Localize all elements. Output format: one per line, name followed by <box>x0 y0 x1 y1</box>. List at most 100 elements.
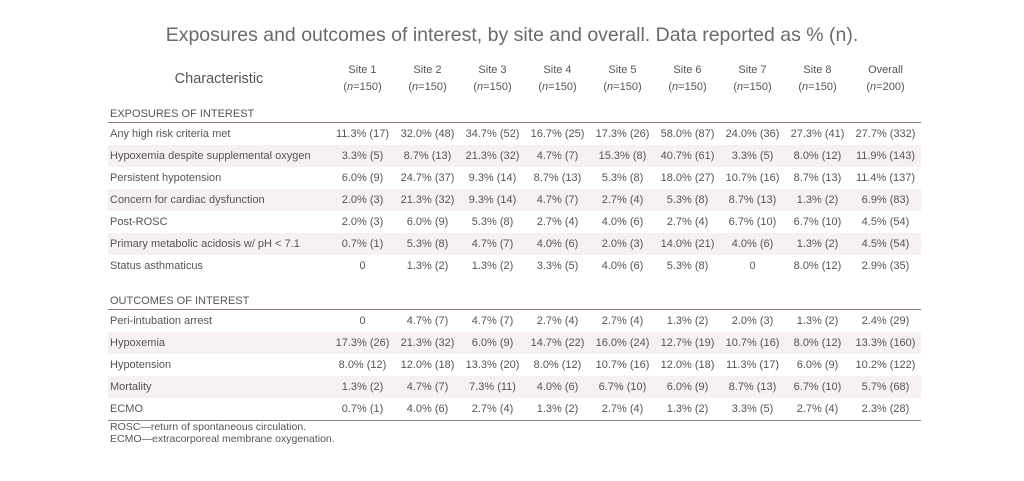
cell-value: 5.7% (68) <box>850 376 921 398</box>
column-n: (n=150) <box>668 81 707 93</box>
cell-value: 11.9% (143) <box>850 145 921 167</box>
cell-value: 4.5% (54) <box>850 233 921 255</box>
cell-value: 6.7% (10) <box>793 216 842 228</box>
cell-value: 0.7% (1) <box>330 398 395 421</box>
cell-value: 3.3% (5) <box>720 398 785 421</box>
cell-value: 11.3% (17) <box>336 128 389 140</box>
cell-value: 3.3% (5) <box>330 145 395 167</box>
row-label: Post-ROSC <box>110 216 168 228</box>
footnote: ROSC—return of spontaneous circulation. <box>110 421 307 433</box>
row-label: ECMO <box>108 398 330 421</box>
table-row: ECMO 0.7% (1) 4.0% (6) 2.7% (4) 1.3% (2) 2.7%… <box>108 398 921 421</box>
table-row: Status asthmaticus 0 1.3% (2) 1.3% (2) 3.3% … <box>108 255 921 277</box>
cell-value: 6.0% (9) <box>341 172 384 184</box>
cell-value: 8.7% (13) <box>395 145 460 167</box>
cell-value: 4.0% (6) <box>525 376 590 398</box>
column-header: Site 1 (n=150) <box>330 60 395 98</box>
table-row: Post-ROSC 2.0% (3) 6.0% (9) 5.3% (8) 2.7% (4… <box>108 211 921 233</box>
spacer <box>108 277 921 285</box>
cell-value: 8.7% (13) <box>533 172 582 184</box>
cell-value: 0.7% (1) <box>330 233 395 255</box>
cell-value: 32.0% (48) <box>400 128 455 140</box>
cell-value: 6.0% (9) <box>655 376 720 398</box>
column-n: (n=150) <box>603 81 642 93</box>
cell-value: 6.7% (10) <box>590 376 655 398</box>
column-header: Site 5 (n=150) <box>590 60 655 98</box>
row-label: Hypotension <box>110 359 172 371</box>
table-row: Hypotension 8.0% (12) 12.0% (18) 13.3% (20)… <box>108 354 921 376</box>
cell-value: 2.3% (28) <box>850 398 921 421</box>
column-name: Site 4 <box>543 64 572 76</box>
cell-value: 4.7% (7) <box>471 315 514 327</box>
column-n-value: 150 <box>424 81 443 93</box>
cell-value: 2.4% (29) <box>861 315 910 327</box>
table-row: Any high risk criteria met 11.3% (17) 32.0… <box>108 123 921 146</box>
cell-value: 6.7% (10) <box>785 376 850 398</box>
column-header: Overall (n=200) <box>850 60 921 98</box>
cell-value: 4.7% (7) <box>525 189 590 211</box>
table-row: Peri-intubation arrest 0 4.7% (7) 4.7% (7) 2… <box>108 310 921 333</box>
column-name: Site 7 <box>738 64 767 76</box>
column-n: (n=150) <box>343 81 382 93</box>
cell-value: 40.7% (61) <box>655 145 720 167</box>
cell-value: 4.0% (6) <box>601 216 644 228</box>
cell-value: 11.4% (137) <box>855 172 916 184</box>
footnotes: ROSC—return of spontaneous circulation. … <box>110 421 335 445</box>
cell-value: 2.0% (3) <box>731 315 774 327</box>
section-heading: OUTCOMES OF INTEREST <box>108 285 921 310</box>
cell-value: 8.0% (12) <box>785 145 850 167</box>
cell-value: 21.3% (32) <box>395 189 460 211</box>
cell-value: 8.7% (13) <box>793 172 842 184</box>
cell-value: 6.0% (9) <box>460 332 525 354</box>
cell-value: 58.0% (87) <box>660 128 715 140</box>
cell-value: 34.7% (52) <box>465 128 520 140</box>
cell-value: 5.3% (8) <box>395 233 460 255</box>
cell-value: 8.7% (13) <box>720 189 785 211</box>
row-label: Persistent hypotension <box>110 172 222 184</box>
table-row: Mortality 1.3% (2) 4.7% (7) 7.3% (11) 4.0% (… <box>108 376 921 398</box>
cell-value: 17.3% (26) <box>595 128 650 140</box>
cell-value: 2.7% (4) <box>785 398 850 421</box>
cell-value: 10.7% (16) <box>595 359 650 371</box>
column-n: (n=150) <box>538 81 577 93</box>
table-title: Exposures and outcomes of interest, by s… <box>165 24 859 46</box>
table-row: Hypoxemia despite supplemental oxygen 3.3… <box>108 145 921 167</box>
cell-value: 1.3% (2) <box>785 189 850 211</box>
row-label: Concern for cardiac dysfunction <box>108 189 330 211</box>
cell-value: 5.3% (8) <box>601 172 644 184</box>
cell-value: 13.3% (20) <box>465 359 520 371</box>
cell-value: 4.7% (7) <box>406 315 449 327</box>
cell-value: 11.3% (17) <box>726 359 779 371</box>
cell-value: 18.0% (27) <box>660 172 715 184</box>
row-label: Peri-intubation arrest <box>110 315 213 327</box>
cell-value: 16.0% (24) <box>590 332 655 354</box>
cell-value: 5.3% (8) <box>655 189 720 211</box>
cell-value: 3.3% (5) <box>720 145 785 167</box>
cell-value: 17.3% (26) <box>330 332 395 354</box>
cell-value: 1.3% (2) <box>655 398 720 421</box>
cell-value: 8.0% (12) <box>533 359 582 371</box>
data-table: Characteristic Site 1 (n=150) Site 2 (n=150… <box>108 60 921 421</box>
cell-value: 10.7% (16) <box>725 172 780 184</box>
column-name: Site 6 <box>673 64 702 76</box>
cell-value: 14.7% (22) <box>525 332 590 354</box>
cell-value: 0 <box>359 315 366 327</box>
column-n: (n=150) <box>408 81 447 93</box>
column-header: Site 2 (n=150) <box>395 60 460 98</box>
header-characteristic: Characteristic <box>174 70 264 87</box>
row-label: Primary metabolic acidosis w/ pH < 7.1 <box>108 233 330 255</box>
cell-value: 2.0% (3) <box>330 189 395 211</box>
cell-value: 4.7% (7) <box>525 145 590 167</box>
section-heading: EXPOSURES OF INTEREST <box>108 98 921 123</box>
column-header: Site 4 (n=150) <box>525 60 590 98</box>
column-n-value: 150 <box>489 81 508 93</box>
column-n: (n=200) <box>866 81 905 93</box>
cell-value: 1.3% (2) <box>330 376 395 398</box>
column-n-value: 200 <box>882 81 901 93</box>
cell-value: 4.5% (54) <box>861 216 910 228</box>
cell-value: 4.0% (6) <box>720 233 785 255</box>
cell-value: 1.3% (2) <box>471 260 514 272</box>
column-n-value: 150 <box>814 81 833 93</box>
cell-value: 2.7% (4) <box>590 189 655 211</box>
cell-value: 2.9% (35) <box>861 260 910 272</box>
